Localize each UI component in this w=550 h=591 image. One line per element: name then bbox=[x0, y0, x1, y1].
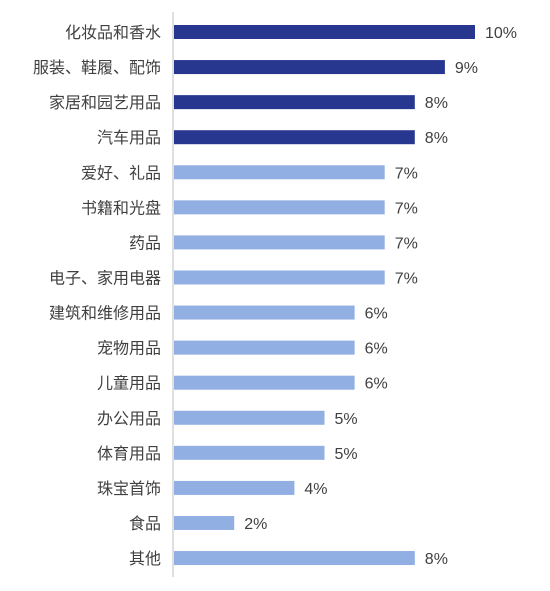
value-label-2: 8% bbox=[425, 95, 448, 112]
bar-15 bbox=[174, 551, 415, 566]
value-label-6: 7% bbox=[395, 235, 418, 252]
value-label-15: 8% bbox=[425, 551, 448, 568]
bar-0 bbox=[174, 25, 475, 39]
bar-10 bbox=[174, 375, 355, 390]
bar-1 bbox=[174, 60, 445, 75]
value-label-12: 5% bbox=[335, 446, 358, 463]
bar-4 bbox=[174, 165, 385, 180]
value-label-10: 6% bbox=[365, 376, 388, 393]
category-label-11: 办公用品 bbox=[97, 409, 161, 428]
category-label-4: 爱好、礼品 bbox=[81, 163, 161, 182]
value-label-5: 7% bbox=[395, 200, 418, 217]
value-label-7: 7% bbox=[395, 270, 418, 287]
value-labels-group: 10% 9% 8% 8% 7% 7% 7% 7% 6% 6% 6% 5% 5% 4% 2% 8% bbox=[244, 25, 517, 568]
category-label-9: 宠物用品 bbox=[97, 339, 161, 358]
category-label-3: 汽车用品 bbox=[97, 128, 161, 147]
bar-13 bbox=[174, 480, 295, 495]
category-label-6: 药品 bbox=[129, 233, 161, 252]
value-label-13: 4% bbox=[304, 481, 327, 498]
value-label-8: 6% bbox=[365, 306, 388, 323]
category-label-12: 体育用品 bbox=[97, 444, 161, 463]
category-label-10: 儿童用品 bbox=[97, 374, 161, 393]
bar-14 bbox=[174, 515, 235, 530]
bar-7 bbox=[174, 270, 385, 285]
value-label-9: 6% bbox=[365, 341, 388, 358]
value-label-3: 8% bbox=[425, 130, 448, 147]
category-labels-group: 化妆品和香水服装、鞋履、配饰家居和园艺用品汽车用品爱好、礼品书籍和光盘药品电子、… bbox=[33, 23, 161, 568]
value-label-1: 9% bbox=[455, 60, 478, 77]
value-label-14: 2% bbox=[244, 516, 267, 533]
bar-8 bbox=[174, 305, 355, 320]
category-label-8: 建筑和维修用品 bbox=[49, 304, 161, 323]
bar-6 bbox=[174, 235, 385, 250]
bar-3 bbox=[174, 130, 415, 145]
category-label-1: 服装、鞋履、配饰 bbox=[33, 58, 161, 77]
value-label-4: 7% bbox=[395, 165, 418, 182]
category-label-14: 食品 bbox=[129, 514, 161, 533]
category-label-5: 书籍和光盘 bbox=[81, 198, 161, 217]
bar-12 bbox=[174, 445, 325, 460]
bar-5 bbox=[174, 200, 385, 215]
bar-9 bbox=[174, 340, 355, 355]
value-label-11: 5% bbox=[335, 411, 358, 428]
category-label-0: 化妆品和香水 bbox=[65, 23, 161, 42]
bars-group bbox=[174, 25, 475, 566]
bar-11 bbox=[174, 410, 325, 425]
category-label-7: 电子、家用电器 bbox=[49, 268, 161, 287]
category-label-2: 家居和园艺用品 bbox=[49, 93, 161, 112]
category-label-13: 珠宝首饰 bbox=[97, 479, 161, 498]
bar-2 bbox=[174, 95, 415, 110]
category-label-15: 其他 bbox=[129, 549, 161, 568]
value-label-0: 10% bbox=[485, 25, 517, 42]
